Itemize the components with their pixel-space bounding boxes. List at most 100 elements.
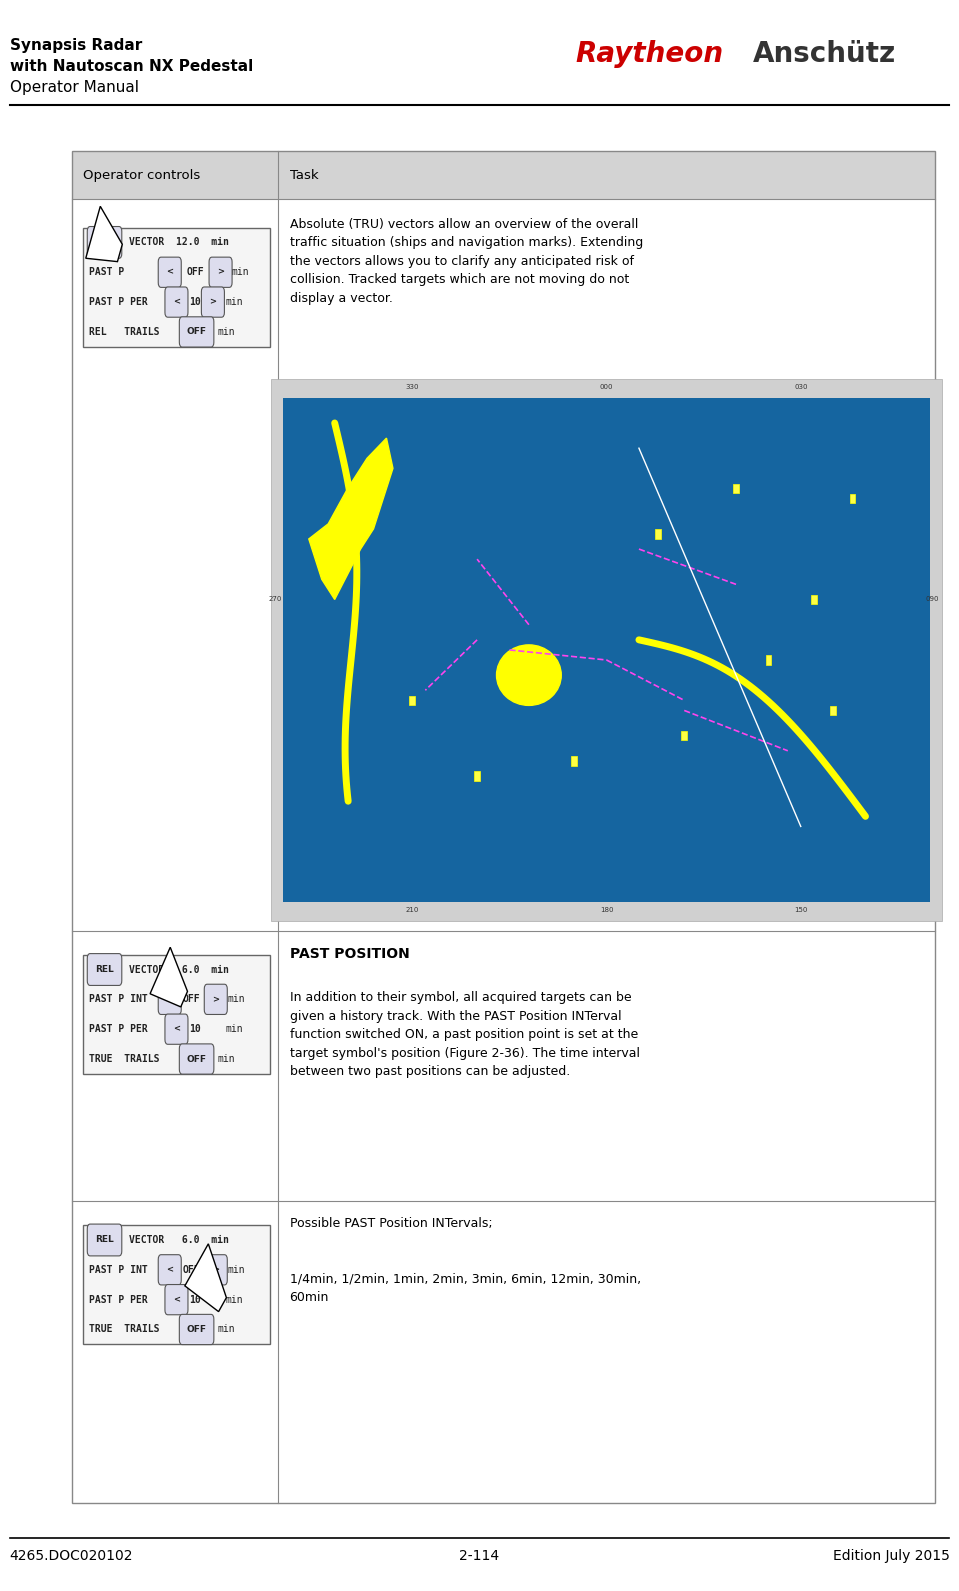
- Text: 2-114: 2-114: [459, 1550, 500, 1562]
- Text: Anschütz: Anschütz: [753, 40, 896, 68]
- Bar: [765, 655, 771, 665]
- Text: PAST P INT: PAST P INT: [89, 994, 148, 1004]
- FancyBboxPatch shape: [209, 258, 232, 288]
- Text: 10: 10: [189, 1295, 200, 1305]
- Text: Possible PAST Position INTervals;: Possible PAST Position INTervals;: [290, 1217, 492, 1230]
- Polygon shape: [185, 1244, 226, 1311]
- Text: 030: 030: [794, 385, 807, 390]
- Text: 4265.DOC020102: 4265.DOC020102: [10, 1550, 133, 1562]
- Bar: [830, 706, 836, 716]
- Text: TRUE  TRAILS: TRUE TRAILS: [89, 1324, 160, 1335]
- Text: <: <: [173, 1295, 180, 1305]
- Text: PAST P: PAST P: [89, 267, 125, 277]
- Text: 210: 210: [406, 907, 419, 913]
- Text: OFF: OFF: [187, 1055, 206, 1063]
- Text: PAST P PER: PAST P PER: [89, 1025, 148, 1034]
- Text: min: min: [231, 267, 248, 277]
- Text: min: min: [218, 1053, 235, 1064]
- Bar: [681, 730, 687, 740]
- Text: 150: 150: [794, 907, 807, 913]
- Text: with Nautoscan NX Pedestal: with Nautoscan NX Pedestal: [10, 59, 253, 73]
- Text: VECTOR   6.0  min: VECTOR 6.0 min: [129, 1235, 229, 1246]
- Polygon shape: [150, 947, 188, 1007]
- Text: PAST POSITION: PAST POSITION: [290, 947, 409, 961]
- Text: VECTOR   6.0  min: VECTOR 6.0 min: [129, 964, 229, 975]
- Text: >: >: [209, 298, 217, 307]
- Text: min: min: [218, 326, 235, 337]
- Bar: [72, 151, 935, 199]
- Bar: [283, 398, 930, 902]
- Bar: [475, 772, 480, 781]
- Text: Task: Task: [290, 169, 318, 181]
- FancyBboxPatch shape: [158, 985, 181, 1015]
- FancyBboxPatch shape: [204, 1255, 227, 1286]
- FancyBboxPatch shape: [165, 1013, 188, 1044]
- Text: OFF: OFF: [187, 328, 206, 336]
- Text: >: >: [217, 267, 224, 277]
- FancyBboxPatch shape: [179, 1044, 214, 1074]
- FancyBboxPatch shape: [158, 258, 181, 288]
- Text: In addition to their symbol, all acquired targets can be
given a history track. : In addition to their symbol, all acquire…: [290, 991, 640, 1079]
- Bar: [656, 530, 662, 539]
- Text: 180: 180: [599, 907, 614, 913]
- FancyBboxPatch shape: [87, 953, 122, 985]
- FancyBboxPatch shape: [179, 1314, 214, 1344]
- Text: Absolute (TRU) vectors allow an overview of the overall
traffic situation (ships: Absolute (TRU) vectors allow an overview…: [290, 218, 643, 305]
- Text: 10: 10: [189, 298, 200, 307]
- Bar: [409, 695, 415, 705]
- Text: PAST P PER: PAST P PER: [89, 298, 148, 307]
- Bar: [811, 595, 817, 605]
- Bar: [83, 228, 270, 347]
- Bar: [733, 484, 738, 493]
- Text: Synapsis Radar: Synapsis Radar: [10, 38, 142, 53]
- Text: >: >: [212, 994, 220, 1004]
- Text: 000: 000: [599, 385, 614, 390]
- Text: VECTOR  12.0  min: VECTOR 12.0 min: [129, 237, 229, 248]
- FancyBboxPatch shape: [179, 317, 214, 347]
- Bar: [72, 151, 935, 1503]
- Text: Edition July 2015: Edition July 2015: [832, 1550, 949, 1562]
- Text: 1/4min, 1/2min, 1min, 2min, 3min, 6min, 12min, 30min,
60min: 1/4min, 1/2min, 1min, 2min, 3min, 6min, …: [290, 1273, 641, 1305]
- Ellipse shape: [497, 644, 561, 705]
- Bar: [271, 379, 942, 921]
- Text: min: min: [227, 994, 245, 1004]
- Text: Operator Manual: Operator Manual: [10, 80, 139, 94]
- Text: REL: REL: [95, 966, 114, 974]
- Text: TRU: TRU: [94, 239, 115, 247]
- FancyBboxPatch shape: [158, 1255, 181, 1286]
- FancyBboxPatch shape: [165, 286, 188, 317]
- Text: 330: 330: [406, 385, 419, 390]
- Text: OFF: OFF: [187, 1325, 206, 1333]
- FancyBboxPatch shape: [204, 985, 227, 1015]
- FancyBboxPatch shape: [87, 226, 122, 258]
- Text: <: <: [173, 1025, 180, 1034]
- Bar: [83, 1225, 270, 1344]
- Text: REL   TRAILS: REL TRAILS: [89, 326, 160, 337]
- Text: PAST P PER: PAST P PER: [89, 1295, 148, 1305]
- Text: <: <: [166, 267, 174, 277]
- Text: TRUE  TRAILS: TRUE TRAILS: [89, 1053, 160, 1064]
- Text: >: >: [212, 1265, 220, 1274]
- Bar: [850, 493, 855, 503]
- Text: OFF: OFF: [182, 1265, 199, 1274]
- Text: OFF: OFF: [187, 267, 204, 277]
- Text: min: min: [218, 1324, 235, 1335]
- Text: PAST P INT: PAST P INT: [89, 1265, 148, 1274]
- Text: 090: 090: [925, 597, 939, 603]
- Text: 10: 10: [189, 1025, 200, 1034]
- Text: OFF: OFF: [182, 994, 199, 1004]
- Text: <: <: [166, 1265, 174, 1274]
- Text: Operator controls: Operator controls: [83, 169, 200, 181]
- Text: Raytheon: Raytheon: [575, 40, 723, 68]
- FancyBboxPatch shape: [87, 1223, 122, 1255]
- Text: min: min: [225, 298, 243, 307]
- Text: min: min: [227, 1265, 245, 1274]
- Text: <: <: [166, 994, 174, 1004]
- Text: REL: REL: [95, 1236, 114, 1244]
- FancyBboxPatch shape: [165, 1284, 188, 1314]
- Text: 270: 270: [269, 597, 282, 603]
- Text: min: min: [225, 1295, 243, 1305]
- Text: <: <: [173, 298, 180, 307]
- FancyBboxPatch shape: [201, 286, 224, 317]
- Bar: [83, 955, 270, 1074]
